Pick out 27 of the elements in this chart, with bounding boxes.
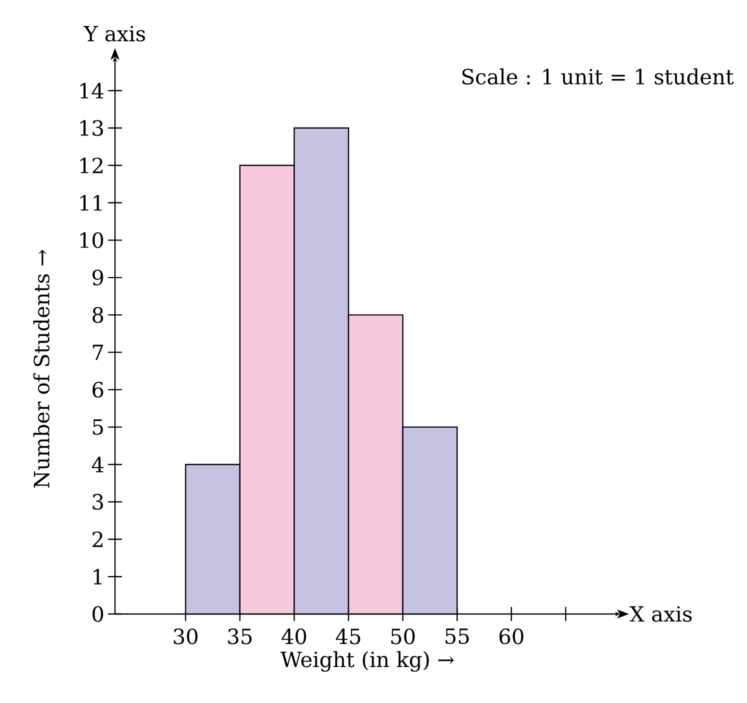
x-tick-label: 60 <box>500 628 524 644</box>
y-tick-label: 13 <box>80 120 103 136</box>
x-tick-label: 40 <box>282 628 306 644</box>
text: X axis <box>630 606 692 622</box>
y-tick-label: 6 <box>92 382 104 398</box>
x-tick-label: 30 <box>174 628 198 644</box>
y-tick-label: 2 <box>92 531 102 547</box>
y-tick-label: 3 <box>92 494 103 510</box>
y-tick-label: 5 <box>92 419 103 435</box>
x-tick-label: 45 <box>336 628 360 644</box>
annotation: Scale : 1 unit = 1 student <box>462 68 734 85</box>
x-axis-title: Weight (in kg) → <box>280 651 454 672</box>
y-tick-label: 14 <box>80 82 104 98</box>
x-tick-label: 35 <box>228 628 252 644</box>
y-tick-label: 9 <box>92 270 104 286</box>
y-tick-label: 1 <box>94 568 102 584</box>
y-tick-label: 12 <box>80 158 102 174</box>
y-axis-title: Number of Students → <box>33 250 50 488</box>
y-tick-label: 10 <box>80 232 104 248</box>
y-tick-label: 7 <box>92 344 103 360</box>
x-tick-label: 50 <box>391 628 415 644</box>
y-tick-label: 11 <box>80 195 102 211</box>
y-tick-label: 4 <box>92 456 104 472</box>
text: Y axis <box>84 26 145 42</box>
y-tick-label: 8 <box>92 307 104 323</box>
x-tick-label: 55 <box>446 628 469 644</box>
y-tick-label: 0 <box>92 606 104 622</box>
